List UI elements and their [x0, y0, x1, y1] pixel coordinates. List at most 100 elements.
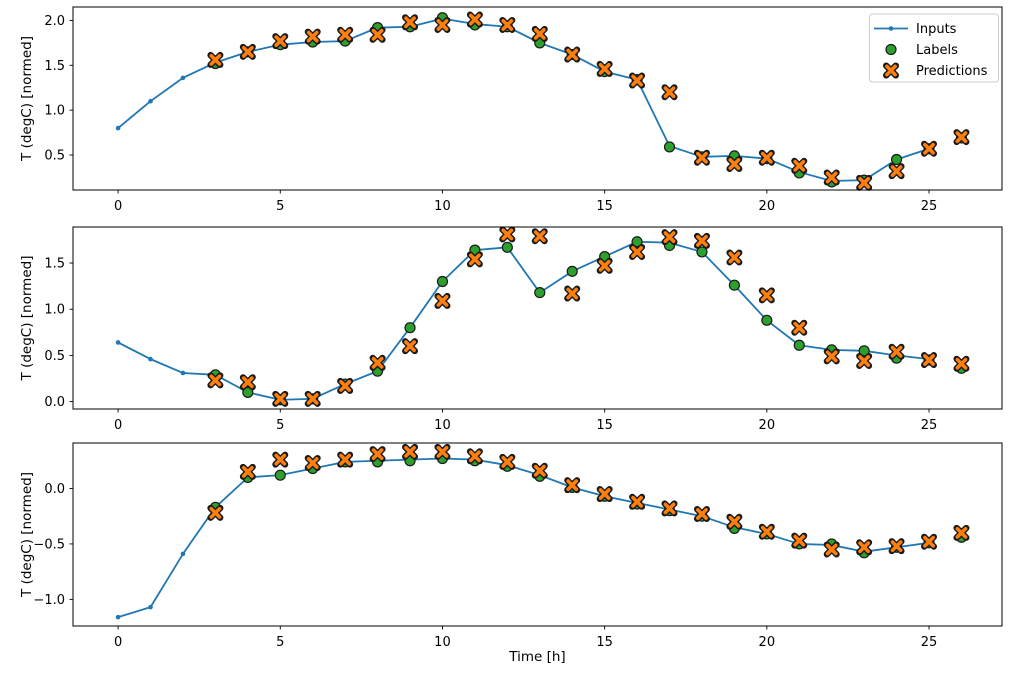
label-marker	[404, 322, 416, 334]
prediction-marker	[241, 376, 254, 389]
prediction-marker	[663, 231, 676, 244]
prediction-marker	[468, 13, 481, 26]
legend-item-inputs: Inputs	[874, 22, 957, 37]
y-tick-label: −1.0	[33, 593, 65, 608]
y-tick-label: 0.5	[44, 349, 65, 364]
prediction-marker	[760, 151, 773, 164]
prediction-marker	[241, 45, 254, 58]
y-axis-label: T (degC) [normed]	[19, 472, 35, 598]
label-marker	[890, 153, 903, 166]
prediction-marker	[955, 131, 968, 143]
y-tick-label: −0.5	[33, 537, 65, 552]
input-point	[148, 604, 153, 610]
prediction-marker	[760, 525, 773, 538]
label-marker	[793, 339, 805, 351]
prediction-marker	[209, 54, 222, 66]
legend-item-predictions: Predictions	[883, 62, 988, 79]
x-tick-label: 15	[596, 418, 613, 433]
prediction-marker	[306, 392, 319, 405]
prediction-marker	[501, 455, 514, 468]
input-point	[148, 98, 153, 104]
x-tick-label: 20	[759, 635, 776, 650]
x-tick-label: 25	[921, 199, 938, 214]
prediction-marker	[598, 62, 611, 75]
y-tick-label: 0.0	[44, 482, 65, 497]
prediction-marker	[339, 453, 352, 466]
prediction-marker	[728, 158, 741, 170]
x-tick-label: 20	[759, 418, 776, 433]
input-point	[180, 75, 186, 81]
prediction-marker	[436, 295, 449, 307]
prediction-marker	[890, 165, 903, 178]
prediction-marker	[793, 534, 806, 547]
prediction-marker	[339, 28, 352, 41]
x-tick-label: 0	[114, 635, 122, 650]
prediction-marker	[566, 48, 579, 61]
input-point	[148, 356, 153, 362]
input-point	[180, 551, 186, 557]
prediction-marker	[890, 540, 903, 553]
x-tick-label: 0	[114, 199, 122, 214]
legend-label: Predictions	[916, 64, 988, 79]
x-tick-label: 5	[276, 418, 284, 433]
prediction-marker	[598, 259, 611, 272]
prediction-marker	[533, 28, 546, 40]
prediction-marker	[858, 541, 871, 554]
prediction-marker	[728, 251, 741, 264]
prediction-marker	[696, 151, 708, 164]
label-marker	[274, 469, 286, 481]
prediction-marker	[306, 457, 319, 469]
label-marker	[728, 279, 740, 291]
label-marker	[858, 345, 870, 357]
label-marker	[501, 241, 513, 253]
prediction-marker	[598, 488, 611, 500]
subplot-1: 0 5 10 15 20 25 0.5 1.0 1.5 2.0 T (degC) [normed] I…	[19, 6, 1003, 214]
subplot-3: 0 5 10 15 20 25 −1.0 −0.5 0.0 T (degC) [normed] Ti…	[19, 442, 1003, 665]
x-tick-label: 0	[114, 418, 122, 433]
prediction-marker	[663, 86, 676, 99]
prediction-marker	[241, 465, 254, 478]
prediction-marker	[825, 350, 838, 363]
prediction-marker	[209, 506, 222, 519]
prediction-marker	[566, 479, 579, 492]
x-tick-label: 10	[434, 418, 451, 433]
prediction-marker	[696, 234, 708, 247]
y-tick-label: 1.5	[44, 59, 65, 74]
legend-label: Labels	[916, 43, 958, 58]
prediction-marker	[501, 228, 514, 241]
legend-label: Inputs	[916, 22, 957, 37]
prediction-marker	[371, 28, 384, 41]
x-tick-label: 20	[759, 199, 776, 214]
prediction-marker	[760, 289, 773, 302]
prediction-marker	[923, 142, 935, 155]
label-marker	[663, 141, 676, 153]
x-tick-label: 25	[921, 418, 938, 433]
legend-dot-sample	[888, 26, 894, 31]
legend: Inputs Labels Predictions	[869, 13, 999, 83]
prediction-marker	[825, 171, 838, 184]
x-tick-label: 10	[434, 199, 451, 214]
y-axis-label: T (degC) [normed]	[19, 36, 35, 162]
prediction-marker	[663, 502, 676, 515]
x-axis-label: Time [h]	[508, 649, 565, 665]
y-tick-label: 2.0	[44, 14, 65, 29]
prediction-marker	[890, 345, 903, 358]
x-tick-label: 10	[434, 635, 451, 650]
input-point	[115, 125, 121, 131]
prediction-marker	[533, 464, 546, 477]
prediction-marker	[825, 543, 838, 556]
prediction-marker	[533, 230, 546, 243]
subplot-2: 0 5 10 15 20 25 0.0 0.5 1.0 1.5 T (degC) [normed]	[19, 226, 1003, 433]
input-point	[115, 614, 121, 620]
y-axis-label: T (degC) [normed]	[19, 256, 35, 382]
prediction-marker	[858, 176, 871, 189]
y-tick-label: 1.5	[44, 257, 65, 272]
label-marker	[566, 265, 578, 277]
prediction-marker	[858, 355, 871, 367]
prediction-marker	[631, 74, 643, 87]
label-marker	[436, 275, 449, 288]
prediction-marker	[436, 445, 449, 458]
